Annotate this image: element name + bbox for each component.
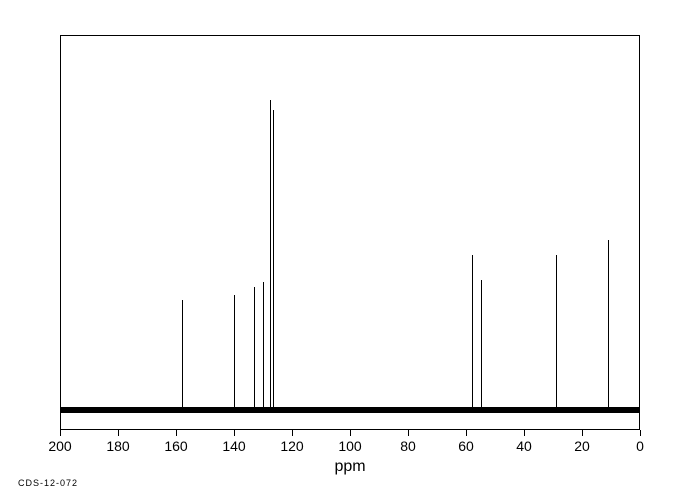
- x-tick-label: 180: [106, 438, 129, 454]
- x-tick: [524, 430, 525, 436]
- x-tick-label: 100: [338, 438, 361, 454]
- x-tick: [176, 430, 177, 436]
- x-tick: [350, 430, 351, 436]
- x-tick-label: 200: [48, 438, 71, 454]
- peak: [556, 255, 557, 410]
- peak: [270, 100, 271, 410]
- peak: [608, 240, 609, 410]
- x-tick-label: 60: [458, 438, 474, 454]
- baseline: [61, 407, 639, 413]
- x-tick: [292, 430, 293, 436]
- nmr-chart-container: 200180160140120100806040200 ppm CDS-12-0…: [0, 0, 680, 500]
- x-tick: [640, 430, 641, 436]
- x-tick-label: 160: [164, 438, 187, 454]
- x-tick: [118, 430, 119, 436]
- peak: [234, 295, 235, 410]
- x-tick-label: 20: [574, 438, 590, 454]
- x-tick-label: 80: [400, 438, 416, 454]
- x-tick: [466, 430, 467, 436]
- footer-label: CDS-12-072: [18, 478, 78, 488]
- peak: [254, 287, 255, 410]
- x-tick: [234, 430, 235, 436]
- peak: [263, 282, 264, 410]
- x-tick-label: 40: [516, 438, 532, 454]
- plot-area: [60, 35, 640, 430]
- peak: [182, 300, 183, 410]
- x-axis-label: ppm: [334, 458, 365, 476]
- peak: [273, 110, 274, 410]
- x-tick-label: 120: [280, 438, 303, 454]
- x-tick-label: 0: [636, 438, 644, 454]
- x-tick: [582, 430, 583, 436]
- x-tick-label: 140: [222, 438, 245, 454]
- x-tick: [60, 430, 61, 436]
- x-tick: [408, 430, 409, 436]
- peak: [472, 255, 473, 410]
- peak: [481, 280, 482, 410]
